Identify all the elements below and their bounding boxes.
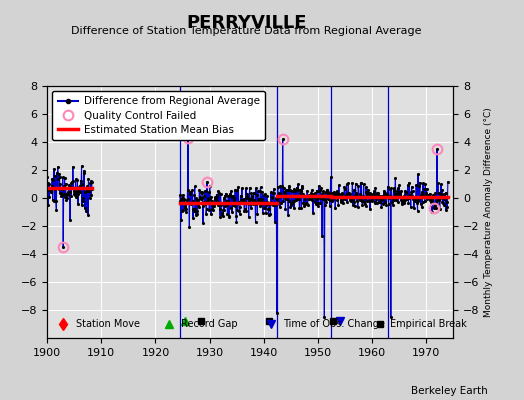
Y-axis label: Monthly Temperature Anomaly Difference (°C): Monthly Temperature Anomaly Difference (… <box>484 107 493 317</box>
Text: Berkeley Earth: Berkeley Earth <box>411 386 487 396</box>
Text: PERRYVILLE: PERRYVILLE <box>186 14 307 32</box>
Legend: Difference from Regional Average, Quality Control Failed, Estimated Station Mean: Difference from Regional Average, Qualit… <box>52 91 265 140</box>
Text: Station Move: Station Move <box>75 319 139 330</box>
Text: Record Gap: Record Gap <box>181 319 238 330</box>
Text: Time of Obs. Change: Time of Obs. Change <box>283 319 385 330</box>
Text: Difference of Station Temperature Data from Regional Average: Difference of Station Temperature Data f… <box>71 26 421 36</box>
Text: Empirical Break: Empirical Break <box>390 319 467 330</box>
